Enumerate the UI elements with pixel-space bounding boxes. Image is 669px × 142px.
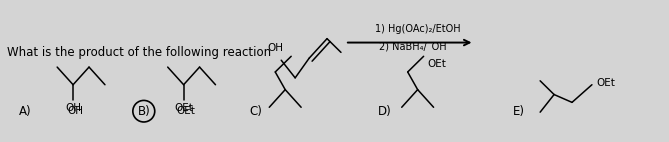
Text: What is the product of the following reaction: What is the product of the following rea… xyxy=(7,46,272,59)
Text: C): C) xyxy=(250,105,262,118)
Text: OH: OH xyxy=(267,43,283,53)
Text: OEt: OEt xyxy=(427,59,446,69)
Text: 1) Hg(OAc)₂/EtOH: 1) Hg(OAc)₂/EtOH xyxy=(375,24,460,34)
Text: B): B) xyxy=(137,105,150,118)
Text: OH: OH xyxy=(65,103,81,113)
Text: E): E) xyxy=(513,105,525,118)
Text: OEt: OEt xyxy=(174,103,193,113)
Text: D): D) xyxy=(378,105,391,118)
Text: OH: OH xyxy=(67,106,83,116)
Text: A): A) xyxy=(19,105,32,118)
Text: OEt: OEt xyxy=(596,78,615,88)
Text: OEt: OEt xyxy=(176,106,195,116)
Text: 2) NaBH₄/¯OH: 2) NaBH₄/¯OH xyxy=(379,41,446,52)
